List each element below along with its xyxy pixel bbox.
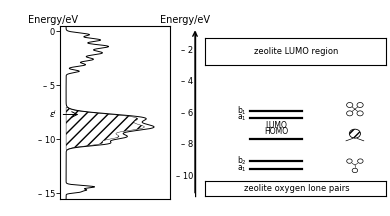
Text: zeolite oxygen lone pairs: zeolite oxygen lone pairs <box>244 184 349 193</box>
Text: a$_1$: a$_1$ <box>237 113 247 123</box>
Text: b$_1$: b$_1$ <box>237 105 247 117</box>
Text: εⁱ: εⁱ <box>49 110 56 119</box>
Text: a$_1$: a$_1$ <box>237 164 247 174</box>
Text: LUMO: LUMO <box>265 121 287 130</box>
Text: Energy/eV: Energy/eV <box>28 15 78 25</box>
Circle shape <box>349 129 360 138</box>
Text: b$_2$: b$_2$ <box>237 155 247 167</box>
Text: zeolite LUMO region: zeolite LUMO region <box>254 47 339 56</box>
Text: Energy/eV: Energy/eV <box>160 15 210 25</box>
Text: HOMO: HOMO <box>264 127 288 136</box>
